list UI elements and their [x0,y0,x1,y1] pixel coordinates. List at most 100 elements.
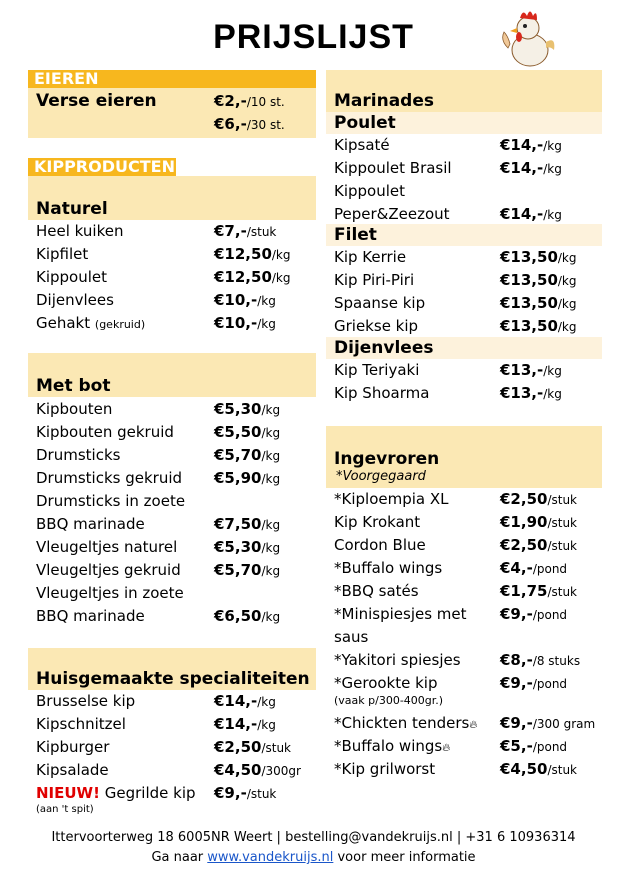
item-unit: /pond [532,677,568,691]
eieren-unit2: /30 st. [246,118,285,132]
item-name: Cordon Blue [334,536,426,554]
item-price: €2,50 [500,536,548,554]
item-price: €12,50 [214,268,272,286]
item-name: *Gerookte kip [334,674,438,692]
item-name: Kipburger [36,738,110,756]
item-name: Kip Teriyaki [334,361,420,379]
naturel-header: Naturel [36,199,108,219]
eieren-label: EIEREN [28,70,316,88]
item-name: Gegrilde kip [104,784,196,802]
item-unit: /kg [261,426,281,440]
list-item: Kippoulet Brasil €14,-/kg [326,157,602,180]
item-note: (gekruid) [94,318,146,331]
list-item: Griekse kip €13,50/kg [326,315,602,338]
item-unit: /kg [543,208,562,222]
item-unit: /stuk [547,585,578,599]
item-unit: /kg [261,541,281,555]
list-item: Dijenvlees €10,-/kg [28,289,316,312]
eieren-name: Verse eieren [36,91,157,111]
item-unit: /kg [557,251,577,265]
list-item: Kipbouten €5,30/kg [28,398,316,421]
eieren-price2: €6,- [214,115,247,133]
item-price: €10,- [214,314,258,332]
item-price: €13,50 [500,317,558,335]
item-price: €7,- [214,222,247,240]
item-name: *Kip grilworst [334,760,436,778]
eieren-box: Verse eieren €2,-/10 st. €6,-/30 st. [28,88,316,138]
list-item: *Buffalo wings🔥︎ €5,-/pond [326,735,602,758]
item-price: €13,50 [500,248,558,266]
item-price: €13,- [500,384,544,402]
item-unit: /stuk [261,741,292,755]
list-item-new: NIEUW! Gegrilde kip €9,-/stuk [28,782,316,805]
ingevroren-header-box: Ingevroren *Voorgegaard [326,426,602,488]
item-name: Kippoulet [334,182,406,200]
item-price: €1,75 [500,582,548,600]
item-unit: /kg [557,297,577,311]
list-item: Drumsticks gekruid €5,90/kg [28,467,316,490]
item-price: €8,- [500,651,533,669]
item-price: €5,50 [214,423,262,441]
item-name: Kippoulet [36,268,108,286]
item-price: €5,30 [214,400,262,418]
item-unit: /stuk [547,516,578,530]
item-note: (vaak p/300-400gr.) [334,694,444,707]
metbot-header: Met bot [36,376,111,396]
list-item: Kippoulet [326,180,602,203]
item-price: €5,90 [214,469,262,487]
item-name: saus [334,628,369,646]
item-price: €14,- [500,159,544,177]
item-unit: /kg [261,564,281,578]
list-item: Kipsaté €14,-/kg [326,134,602,157]
list-item: Kip Kerrie €13,50/kg [326,246,602,269]
item-price: €5,70 [214,446,262,464]
list-item-note: (vaak p/300-400gr.) [326,693,602,709]
list-item: BBQ marinade €7,50/kg [28,513,316,536]
item-price: €5,- [500,737,533,755]
website-link[interactable]: www.vandekruijs.nl [207,850,334,865]
ingevroren-header: Ingevroren [334,449,440,469]
item-name: Drumsticks in zoete [36,492,186,510]
list-item: saus [326,626,602,649]
item-name: Kipsaté [334,136,390,154]
item-price: €2,50 [500,490,548,508]
list-item: *Gerookte kip €9,-/pond [326,672,602,695]
footer-info: Ga naar www.vandekruijs.nl voor meer inf… [0,850,627,865]
list-item: Gehakt (gekruid) €10,-/kg [28,312,316,335]
item-price: €9,- [500,714,533,732]
list-item: Vleugeltjes naturel €5,30/kg [28,536,316,559]
item-price: €13,- [500,361,544,379]
footer-contact: Ittervoorterweg 18 6005NR Weert | bestel… [51,830,576,845]
item-unit: /kg [261,610,281,624]
eieren-unit1: /10 st. [246,95,285,109]
item-unit: /kg [543,162,562,176]
marinades-header: Marinades [334,91,434,111]
item-name: Drumsticks [36,446,121,464]
item-name: Spaanse kip [334,294,426,312]
list-item: Drumsticks in zoete [28,490,316,513]
item-unit: /stuk [547,763,578,777]
kipproducten-section: KIPPRODUCTEN [28,158,176,176]
fire-icon: 🔥︎ [442,741,451,754]
item-price: €1,90 [500,513,548,531]
item-name: *BBQ satés [334,582,419,600]
list-item: Spaanse kip €13,50/kg [326,292,602,315]
item-price: €13,50 [500,294,558,312]
item-price: €12,50 [214,245,272,263]
filet-header: Filet [334,225,377,245]
new-badge: NIEUW! [36,784,100,802]
item-name: *Buffalo wings [334,559,443,577]
huisgemaakt-header: Huisgemaakte specialiteiten [36,669,310,689]
item-name: Kipsalade [36,761,109,779]
list-item: *Buffalo wings €4,-/pond [326,557,602,580]
item-unit: /kg [271,271,291,285]
fire-icon: 🔥︎ [469,718,478,731]
item-name: Drumsticks gekruid [36,469,183,487]
item-unit: /kg [261,449,281,463]
eieren-section: EIEREN [28,70,316,88]
item-name: Vleugeltjes gekruid [36,561,181,579]
item-unit: /kg [257,695,276,709]
item-unit: /300gr [261,764,301,778]
list-item: Peper&Zeezout €14,-/kg [326,203,602,226]
poulet-header: Poulet [334,113,396,133]
